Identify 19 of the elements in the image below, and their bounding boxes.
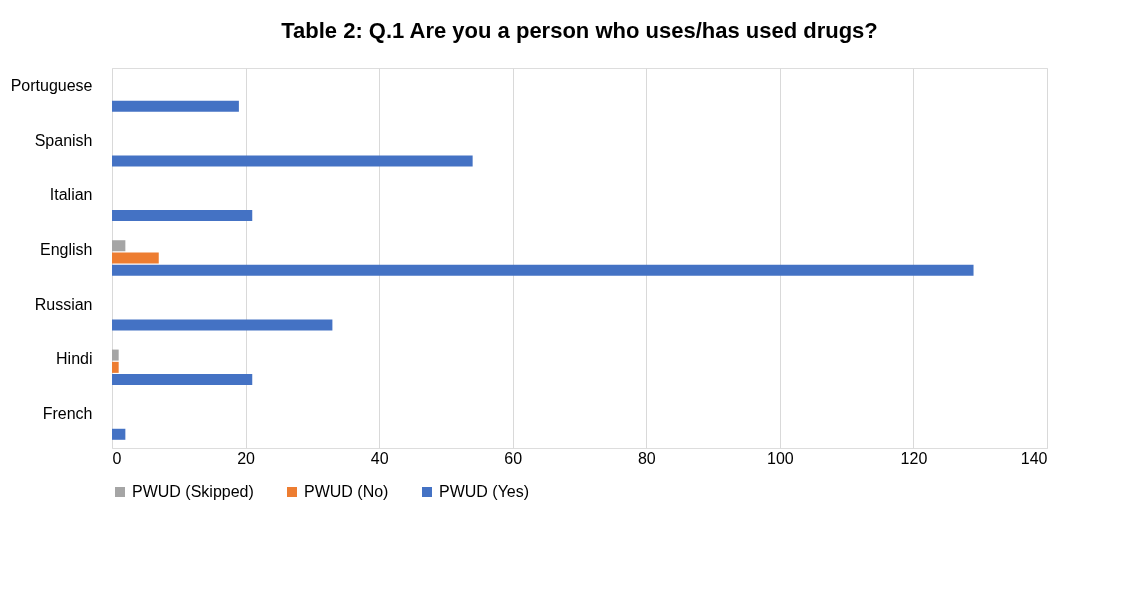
y-tick-label: English <box>40 241 93 258</box>
x-tick-label: 40 <box>370 449 389 467</box>
x-tick-label: 80 <box>637 449 656 467</box>
y-tick-label: Portuguese <box>10 76 93 94</box>
x-tick-label: 140 <box>1020 449 1048 467</box>
x-tick-label: 100 <box>767 449 794 467</box>
y-tick-label: French <box>42 405 93 423</box>
x-tick-label: 0 <box>112 449 122 467</box>
x-tick-label: 20 <box>237 449 256 467</box>
x-tick-label: 120 <box>900 449 928 467</box>
legend-label: PWUD (Yes) <box>439 483 530 500</box>
y-tick-label: Hindi <box>56 350 93 368</box>
legend-label: PWUD (Skipped) <box>132 483 254 500</box>
chart-title: Table 2: Q.1 Are you a person who uses/has used drugs? <box>281 18 878 43</box>
y-tick-label: Italian <box>49 186 93 204</box>
legend-label: PWUD (No) <box>304 483 389 500</box>
y-tick-label: Russian <box>34 295 93 313</box>
y-tick-label: Spanish <box>34 131 93 149</box>
x-tick-label: 60 <box>504 449 523 467</box>
